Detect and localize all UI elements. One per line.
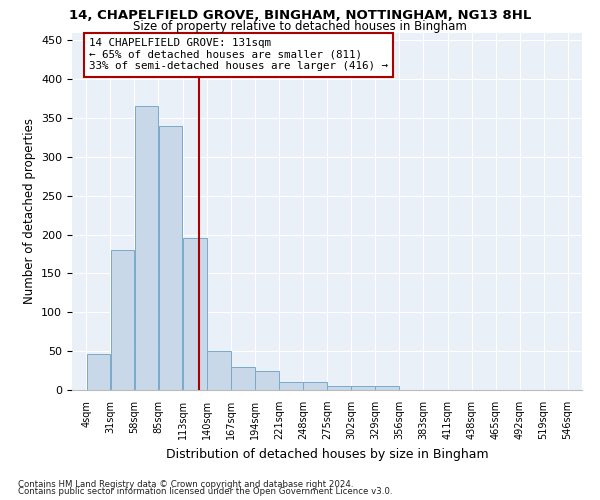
X-axis label: Distribution of detached houses by size in Bingham: Distribution of detached houses by size …	[166, 448, 488, 460]
Bar	[232, 366, 255, 390]
Bar	[279, 382, 303, 390]
Bar	[86, 354, 110, 390]
Text: Contains HM Land Registry data © Crown copyright and database right 2024.: Contains HM Land Registry data © Crown c…	[18, 480, 353, 489]
Bar	[375, 386, 398, 390]
Bar	[327, 386, 351, 390]
Bar	[208, 351, 231, 390]
Text: 14, CHAPELFIELD GROVE, BINGHAM, NOTTINGHAM, NG13 8HL: 14, CHAPELFIELD GROVE, BINGHAM, NOTTINGH…	[69, 9, 531, 22]
Bar	[184, 238, 207, 390]
Bar	[303, 382, 327, 390]
Y-axis label: Number of detached properties: Number of detached properties	[23, 118, 35, 304]
Text: Contains public sector information licensed under the Open Government Licence v3: Contains public sector information licen…	[18, 487, 392, 496]
Text: Size of property relative to detached houses in Bingham: Size of property relative to detached ho…	[133, 20, 467, 33]
Bar	[351, 386, 375, 390]
Bar	[110, 250, 134, 390]
Bar	[134, 106, 158, 390]
Text: 14 CHAPELFIELD GROVE: 131sqm
← 65% of detached houses are smaller (811)
33% of s: 14 CHAPELFIELD GROVE: 131sqm ← 65% of de…	[89, 38, 388, 71]
Bar	[158, 126, 182, 390]
Bar	[256, 370, 279, 390]
